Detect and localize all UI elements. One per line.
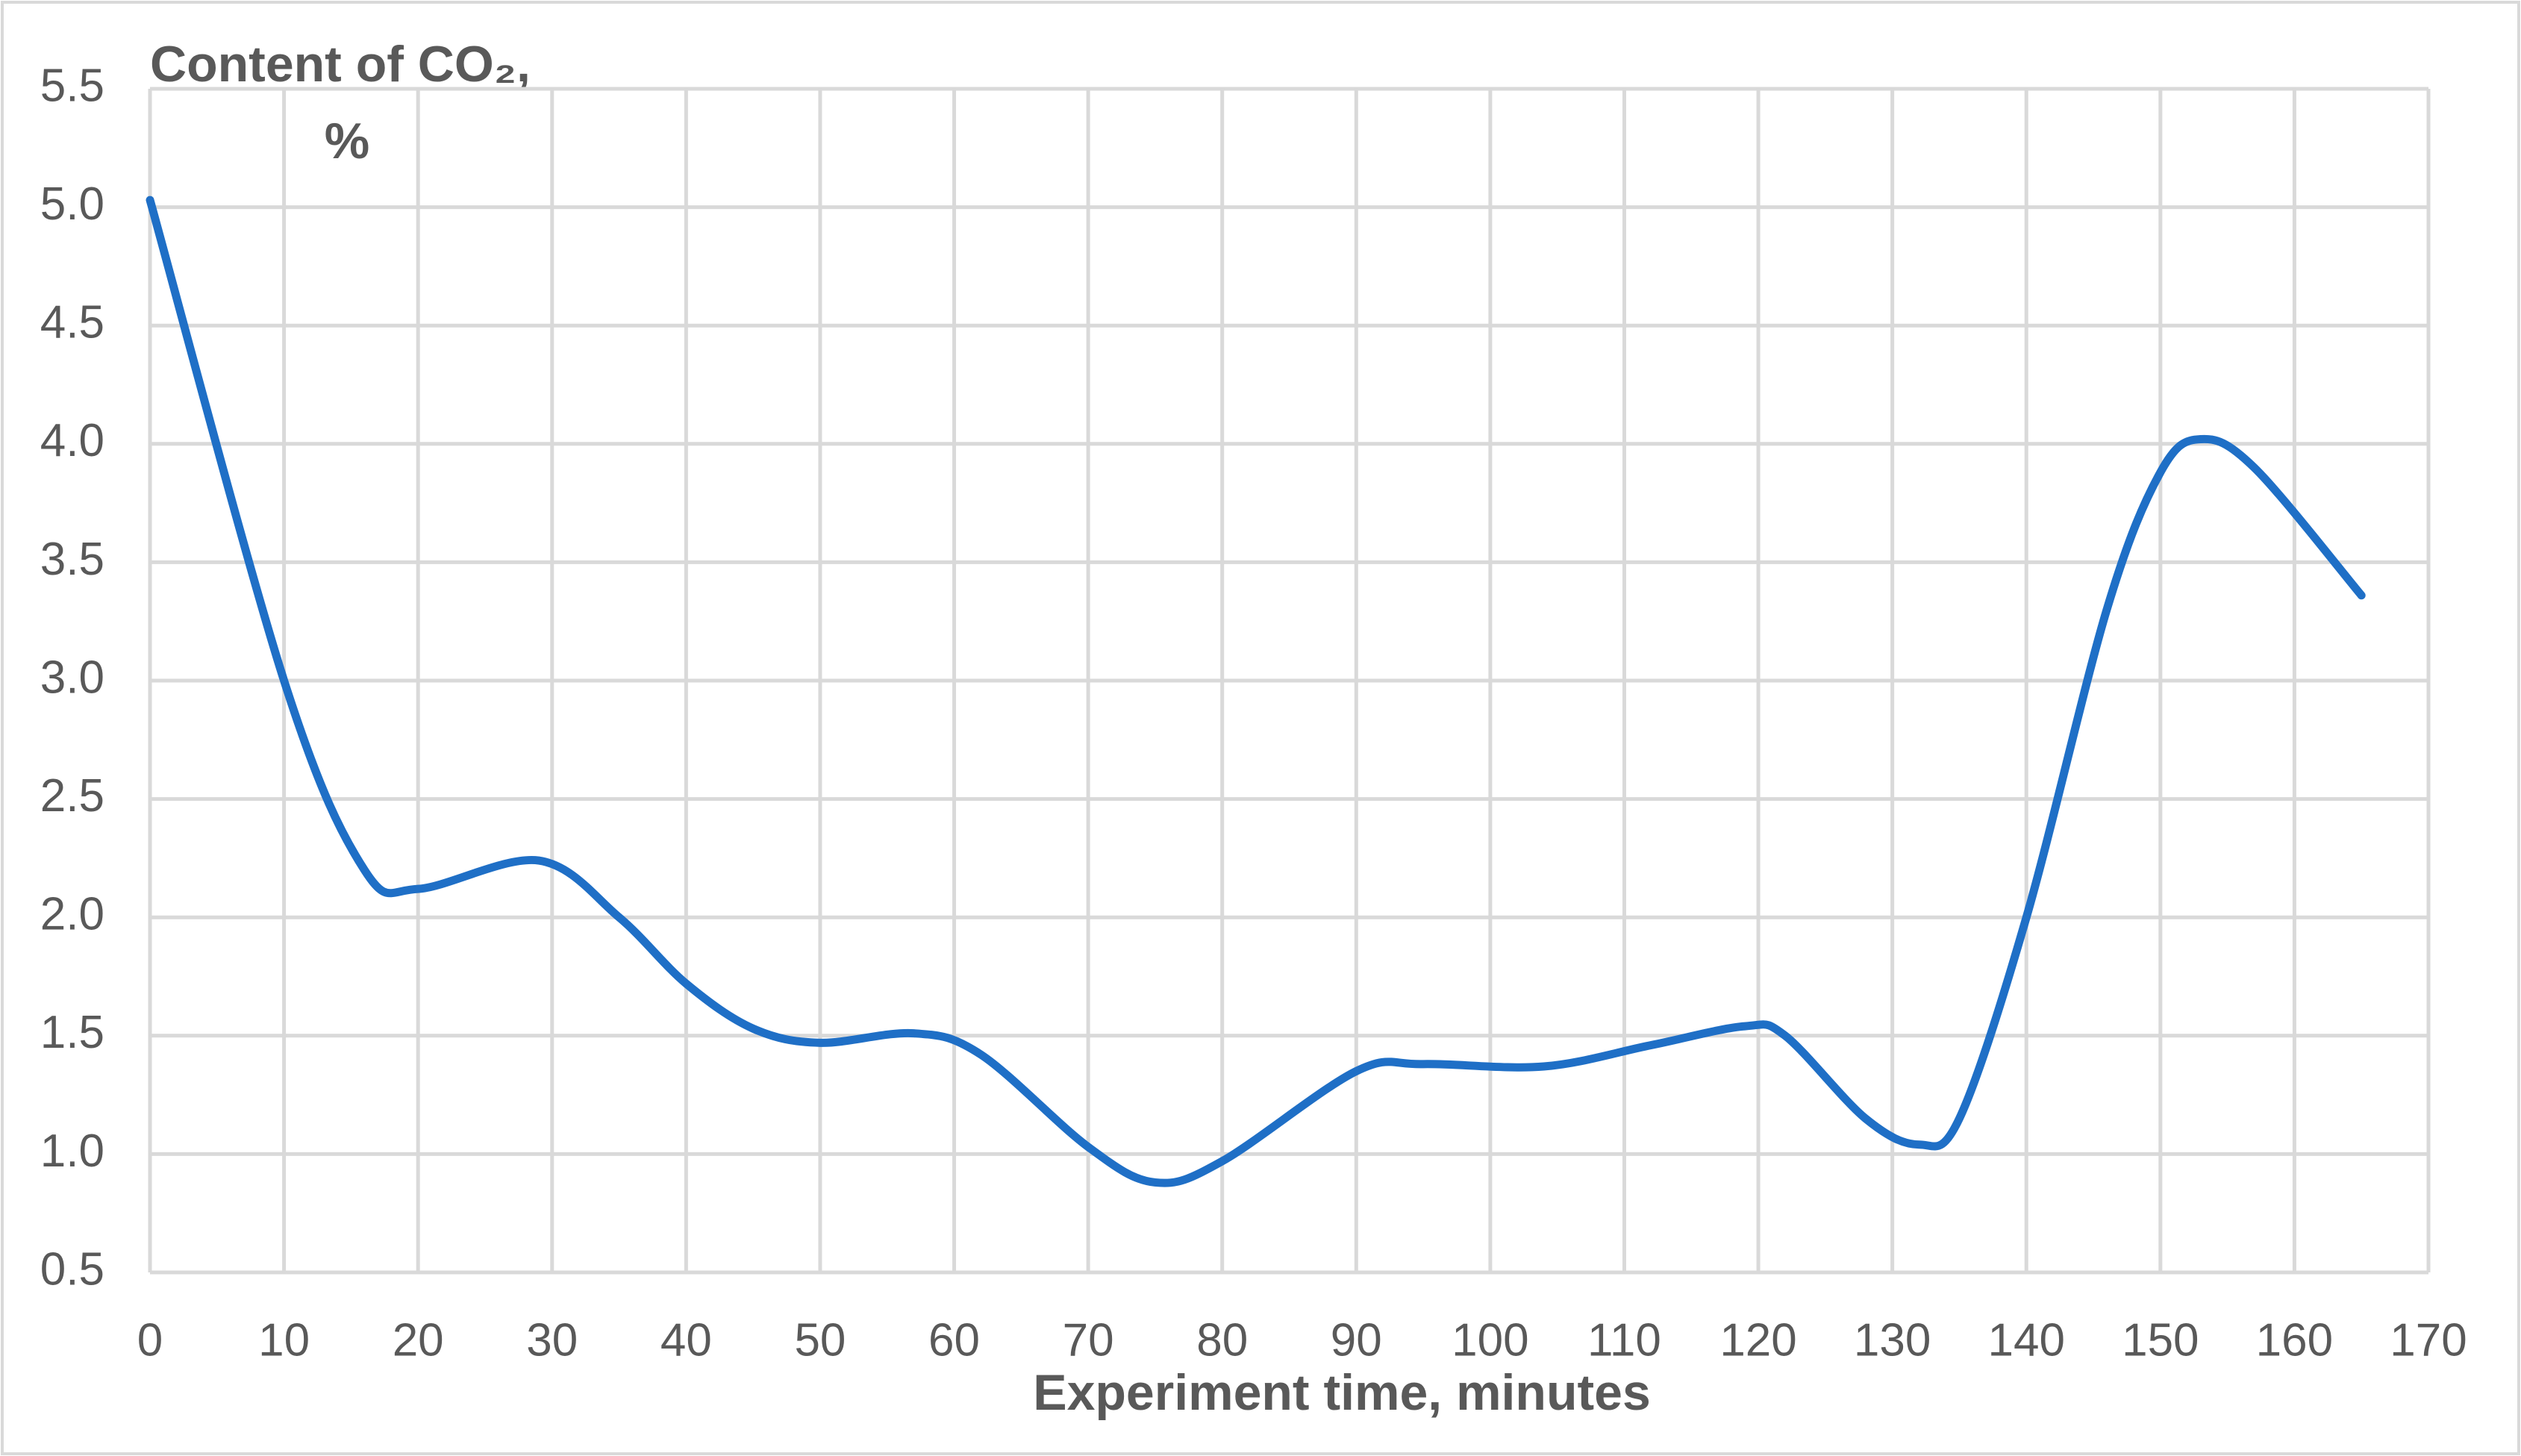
y-axis-unit: % <box>325 113 369 169</box>
x-tick-label: 10 <box>258 1314 310 1366</box>
x-tick-label: 120 <box>1719 1314 1796 1366</box>
x-tick-label: 170 <box>2390 1314 2467 1366</box>
x-tick-label: 50 <box>794 1314 846 1366</box>
y-tick-label: 3.0 <box>40 652 104 703</box>
x-tick-label: 40 <box>660 1314 712 1366</box>
x-tick-label: 60 <box>928 1314 980 1366</box>
y-tick-label: 4.0 <box>40 415 104 466</box>
x-tick-label: 110 <box>1587 1314 1661 1366</box>
x-tick-label: 70 <box>1063 1314 1114 1366</box>
x-tick-label: 130 <box>1854 1314 1931 1366</box>
x-tick-label: 160 <box>2256 1314 2333 1366</box>
y-tick-label: 2.5 <box>40 770 104 822</box>
y-tick-label: 1.0 <box>40 1125 104 1177</box>
x-tick-label: 100 <box>1452 1314 1528 1366</box>
x-tick-label: 140 <box>1988 1314 2065 1366</box>
y-tick-label: 5.5 <box>40 60 104 111</box>
x-tick-label: 150 <box>2122 1314 2199 1366</box>
x-tick-label: 20 <box>393 1314 444 1366</box>
y-tick-label: 0.5 <box>40 1243 104 1295</box>
x-tick-label: 30 <box>526 1314 578 1366</box>
y-tick-label: 1.5 <box>40 1007 104 1058</box>
x-tick-label: 80 <box>1196 1314 1248 1366</box>
line-series <box>146 196 2366 1187</box>
y-tick-label: 2.0 <box>40 889 104 940</box>
y-tick-label: 5.0 <box>40 178 104 230</box>
y-tick-label: 3.5 <box>40 534 104 585</box>
y-tick-label: 4.5 <box>40 297 104 349</box>
x-tick-label: 0 <box>137 1314 163 1366</box>
x-axis-label: Experiment time, minutes <box>1033 1364 1651 1421</box>
x-tick-label: 90 <box>1331 1314 1382 1366</box>
y-axis-label: Content of CO₂, <box>150 36 531 93</box>
